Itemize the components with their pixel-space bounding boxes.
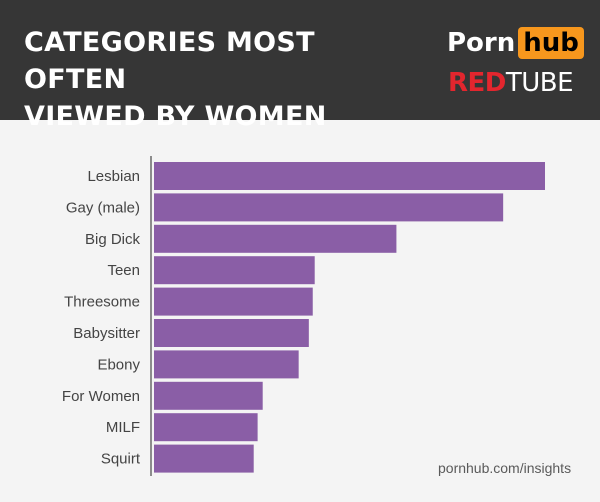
category-label: MILF xyxy=(106,419,140,436)
category-label: Threesome xyxy=(64,294,140,311)
bar-threesome xyxy=(154,287,313,316)
bar-ebony xyxy=(154,350,299,379)
category-label: Lesbian xyxy=(87,168,140,185)
bar-gay-male xyxy=(154,193,504,222)
category-label: Ebony xyxy=(97,356,140,373)
pornhub-logo-text: Porn xyxy=(447,28,516,58)
bar-lesbian xyxy=(154,162,545,190)
redtube-logo-tube: TUBE xyxy=(505,68,574,98)
category-label: For Women xyxy=(62,388,140,405)
chart-title: CATEGORIES MOST OFTEN VIEWED BY WOMEN xyxy=(24,24,404,135)
category-label: Big Dick xyxy=(85,231,141,248)
category-label: Squirt xyxy=(101,451,141,468)
header-banner: CATEGORIES MOST OFTEN VIEWED BY WOMEN Po… xyxy=(0,0,600,132)
chart-title-line1: CATEGORIES MOST OFTEN xyxy=(24,27,315,95)
chart-title-line2: VIEWED BY WOMEN xyxy=(24,101,327,132)
bar-for-women xyxy=(154,381,263,410)
bar-babysitter xyxy=(154,319,309,347)
pornhub-logo: Porn hub xyxy=(447,26,584,60)
bar-big-dick xyxy=(154,224,397,253)
bar-squirt xyxy=(154,444,254,473)
pornhub-logo-badge: hub xyxy=(518,27,584,59)
category-label: Gay (male) xyxy=(66,199,140,216)
bar-chart: Lesbian Gay (male) Big Dick Teen Threesome Ba… xyxy=(62,156,545,476)
source-link[interactable]: pornhub.com/insights xyxy=(438,460,572,476)
bar-teen xyxy=(154,256,315,285)
category-label: Babysitter xyxy=(73,325,140,342)
bar-milf xyxy=(154,413,258,442)
category-label: Teen xyxy=(107,262,140,279)
redtube-logo: REDTUBE xyxy=(448,68,574,98)
redtube-logo-red: RED xyxy=(448,68,506,98)
